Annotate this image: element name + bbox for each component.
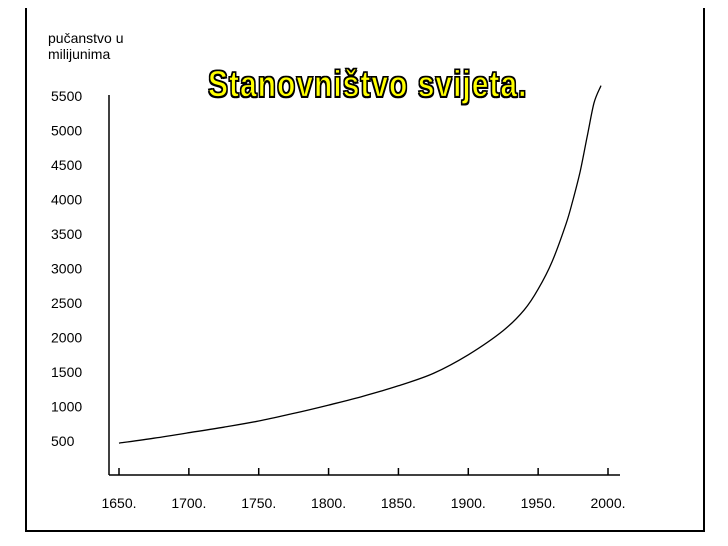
x-tick-label: 1950. xyxy=(521,495,556,511)
x-tick-label: 1800. xyxy=(311,495,346,511)
y-tick-label: 5000 xyxy=(51,123,82,139)
y-tick-label: 1000 xyxy=(51,399,82,415)
x-tick-label: 1700. xyxy=(171,495,206,511)
x-tick-label: 1650. xyxy=(101,495,136,511)
y-tick-label: 3000 xyxy=(51,261,82,277)
x-tick-label: 1750. xyxy=(241,495,276,511)
y-tick-label: 4500 xyxy=(51,157,82,173)
y-tick-label: 500 xyxy=(51,433,75,449)
x-ticks: 1650. 1700. 1750. 1800. 1850. 1900. 1950. 2000. xyxy=(101,468,626,511)
y-tick-label: 3500 xyxy=(51,226,82,242)
y-tick-label: 2000 xyxy=(51,330,82,346)
y-tick-label: 4000 xyxy=(51,192,82,208)
y-ticks: 500 1000 1500 2000 2500 3000 3500 4000 4500 5000 5… xyxy=(51,88,82,449)
x-tick-label: 2000. xyxy=(590,495,625,511)
x-tick-label: 1900. xyxy=(451,495,486,511)
chart-axes xyxy=(108,95,620,476)
y-axis-label-line-2: milijunima xyxy=(48,46,111,62)
chart-title: Stanovništvo svijeta. xyxy=(207,63,528,106)
chart-frame xyxy=(25,8,705,532)
y-axis-label: pučanstvo u milijunima xyxy=(48,30,168,62)
y-tick-label: 1500 xyxy=(51,364,82,380)
population-line xyxy=(118,85,602,444)
x-tick-label: 1850. xyxy=(381,495,416,511)
series-group xyxy=(118,85,602,444)
y-tick-label: 2500 xyxy=(51,295,82,311)
y-axis-label-line-1: pučanstvo u xyxy=(48,30,124,46)
y-tick-label: 5500 xyxy=(51,88,82,104)
